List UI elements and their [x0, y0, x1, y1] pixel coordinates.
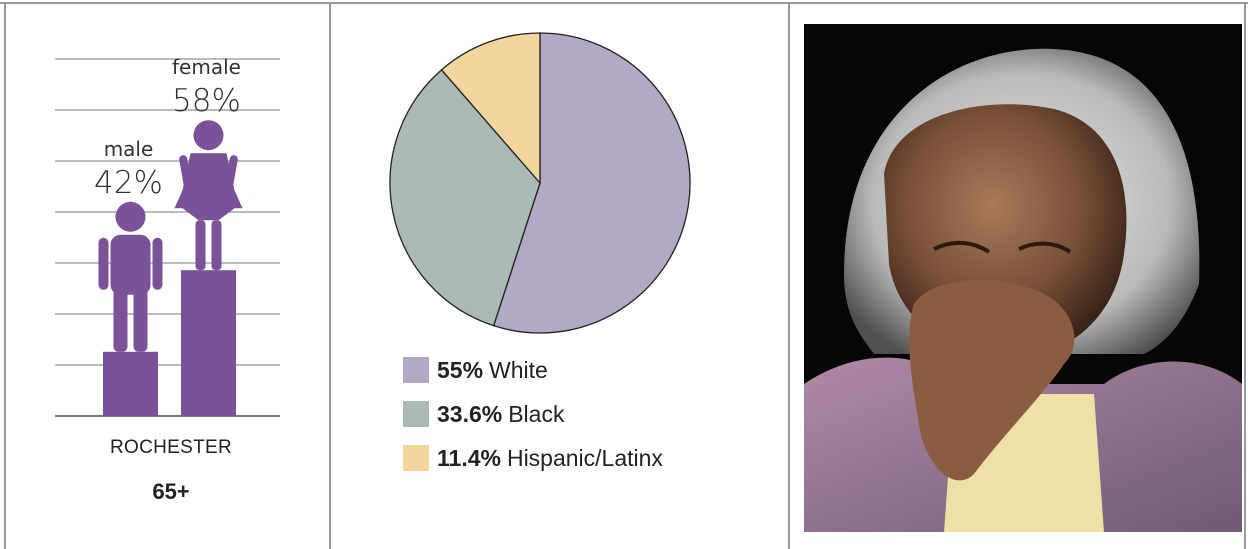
gender-chart-panel: male 42% female 58% ROCHESTER 65+	[6, 4, 329, 549]
legend-swatch	[403, 445, 429, 471]
legend-label: Black	[508, 400, 565, 427]
legend-item: 11.4% Hispanic/Latinx	[403, 436, 663, 480]
legend-item: 55% White	[403, 348, 663, 392]
gender-chart: male 42% female 58%	[55, 55, 280, 417]
race-chart-panel: 55% White 33.6% Black 11.4% Hispanic/Latinx	[331, 4, 788, 549]
panel-divider	[788, 2, 790, 549]
legend-label: Hispanic/Latinx	[506, 444, 663, 471]
category-label: female	[172, 55, 241, 79]
legend-swatch	[403, 357, 429, 383]
legend-percent: 33.6%	[437, 400, 503, 427]
male-figure-icon	[98, 201, 163, 352]
pie-legend: 55% White 33.6% Black 11.4% Hispanic/Latinx	[403, 348, 663, 480]
place-label: ROCHESTER	[110, 437, 232, 458]
race-pie-chart	[389, 32, 691, 334]
pie-slice-black	[389, 68, 541, 327]
legend-percent: 11.4%	[437, 444, 501, 471]
legend-percent: 55%	[437, 356, 484, 383]
legend-label: White	[489, 356, 548, 383]
category-label: male	[104, 137, 154, 161]
right-border	[1244, 2, 1246, 549]
pie-slice-hispanic-latinx	[440, 32, 541, 185]
top-border	[0, 2, 1248, 4]
left-border	[4, 2, 6, 549]
photo-panel	[790, 4, 1244, 549]
legend-swatch	[403, 401, 429, 427]
pie-slice-white	[492, 32, 691, 334]
bar-male	[103, 351, 158, 416]
female-figure-icon	[174, 120, 243, 271]
panel-divider	[329, 2, 331, 549]
data-label: 42%	[94, 165, 163, 201]
data-label: 58%	[172, 83, 241, 119]
bar-female	[181, 270, 236, 416]
legend-item: 33.6% Black	[403, 392, 663, 436]
age-group-label: 65+	[152, 479, 190, 504]
elderly-woman-photo	[804, 24, 1242, 532]
